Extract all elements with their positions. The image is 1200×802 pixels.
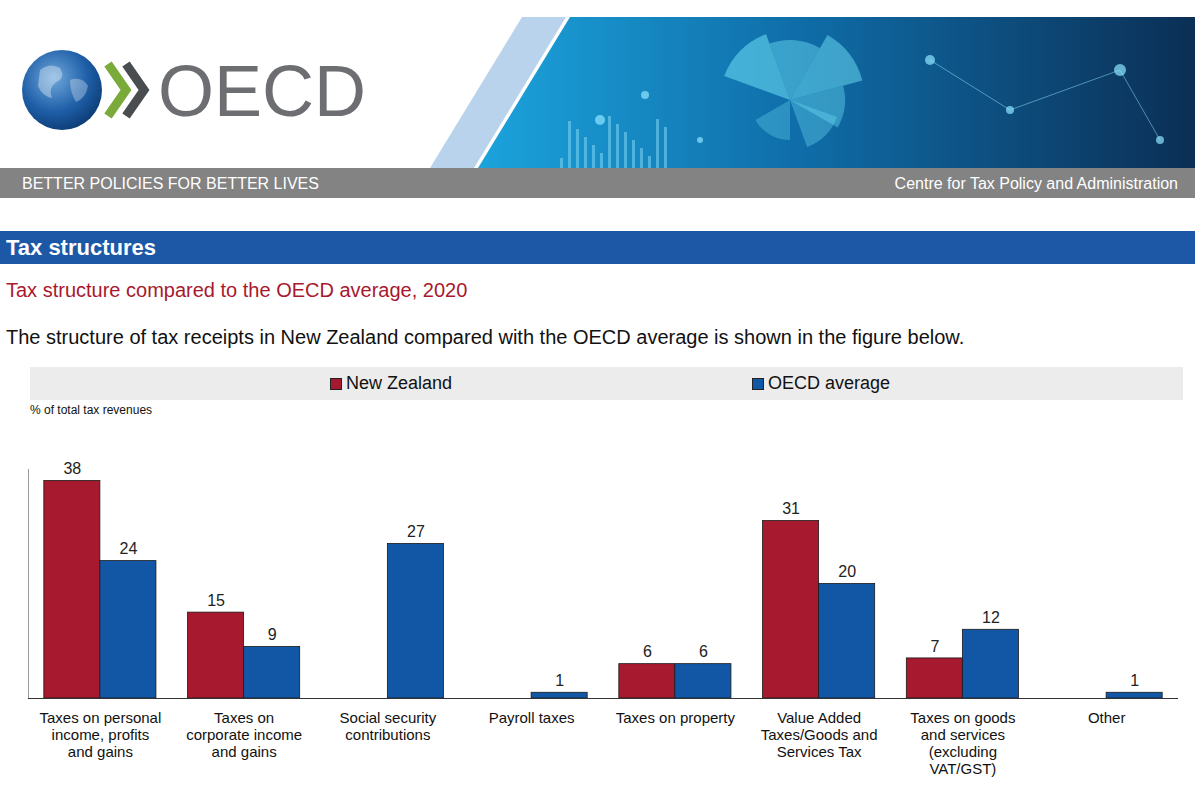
html-text:New Zealand: New Zealand — [346, 373, 453, 393]
html-text:Tax structure compared to the: Tax structure compared to the OECD avera… — [6, 279, 468, 301]
svg-text:Taxes on property: Taxes on property — [616, 709, 736, 726]
svg-text:38: 38 — [63, 460, 81, 477]
svg-text:Social securitycontributions: Social securitycontributions — [340, 709, 437, 743]
svg-text:Taxes on goodsand services(exc: Taxes on goodsand services(excludingVAT/… — [910, 709, 1015, 778]
svg-text:15: 15 — [207, 592, 225, 609]
svg-text:24: 24 — [120, 540, 138, 557]
svg-text:1: 1 — [1130, 672, 1139, 689]
svg-text:BETTER POLICIES FOR BETTER LIV: BETTER POLICIES FOR BETTER LIVES — [22, 175, 319, 192]
svg-text:Centre for Tax Policy and Admi: Centre for Tax Policy and Administration — [895, 175, 1178, 192]
svg-text:Taxes on personalincome, profi: Taxes on personalincome, profitsand gain… — [40, 709, 162, 761]
html-text:OECD average: OECD average — [768, 373, 891, 393]
html-text:% of total tax revenues: % of total tax revenues — [30, 403, 153, 417]
svg-text:Other: Other — [1088, 709, 1126, 726]
svg-text:1: 1 — [555, 672, 564, 689]
svg-text:27: 27 — [407, 523, 425, 540]
svg-text:20: 20 — [838, 563, 856, 580]
svg-text:Payroll taxes: Payroll taxes — [489, 709, 575, 726]
svg-text:12: 12 — [982, 609, 1000, 626]
svg-text:31: 31 — [782, 500, 800, 517]
html-text:Tax structures: Tax structures — [6, 235, 156, 260]
svg-text:6: 6 — [699, 643, 708, 660]
svg-text:Taxes oncorporate incomeand ga: Taxes oncorporate incomeand gains — [186, 709, 302, 761]
svg-text:Value AddedTaxes/Goods andServ: Value AddedTaxes/Goods andServices Tax — [761, 709, 878, 761]
svg-text:6: 6 — [643, 643, 652, 660]
svg-text:7: 7 — [930, 638, 939, 655]
svg-text:9: 9 — [268, 626, 277, 643]
svg-text:OECD: OECD — [158, 51, 366, 131]
html-text:The structure of tax receipts: The structure of tax receipts in New Zea… — [6, 326, 965, 348]
